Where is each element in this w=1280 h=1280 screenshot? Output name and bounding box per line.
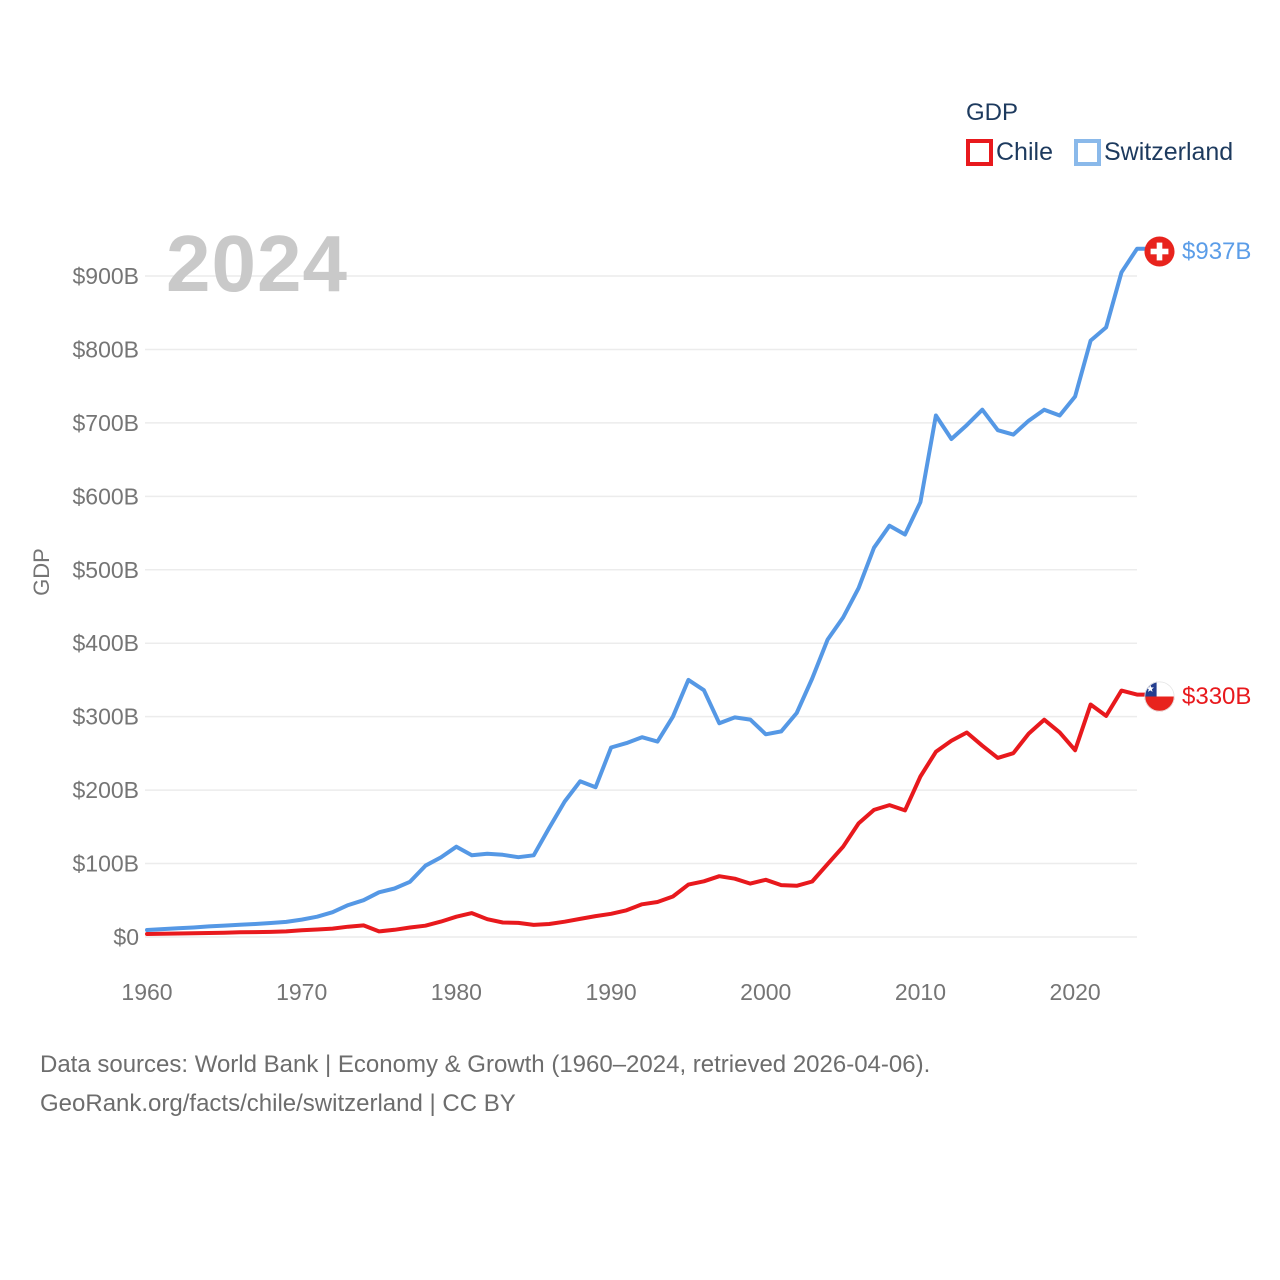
series-line-switzerland [145, 246, 1148, 932]
end-label-chile: $330B [1144, 681, 1251, 712]
end-value-chile: $330B [1182, 682, 1252, 710]
y-tick-label: $500B [72, 557, 139, 583]
y-axis-title: GDP [29, 548, 54, 596]
legend-items: Chile Switzerland [966, 138, 1233, 167]
y-tick-label: $800B [72, 336, 139, 362]
end-value-switzerland: $937B [1182, 237, 1252, 265]
x-tick-label: 1980 [431, 979, 482, 1005]
series-line-chile [145, 688, 1148, 936]
switzerland-swatch-icon [1073, 139, 1101, 166]
x-tick-label: 2020 [1050, 979, 1101, 1005]
y-tick-label: $900B [72, 263, 139, 289]
y-tick-label: $600B [72, 483, 139, 509]
chile-flag-icon [1144, 681, 1175, 712]
end-label-switzerland: $937B [1144, 236, 1251, 267]
legend: GDP Chile Switzerland [966, 99, 1233, 167]
legend-item-switzerland[interactable]: Switzerland [1073, 138, 1234, 167]
legend-title: GDP [966, 99, 1019, 126]
x-tick-label: 1960 [121, 979, 172, 1005]
footer-attribution-line: GeoRank.org/facts/chile/switzerland | CC… [40, 1090, 516, 1117]
legend-item-chile[interactable]: Chile [966, 138, 1053, 167]
y-tick-label: $100B [72, 851, 139, 877]
y-tick-label: $300B [72, 704, 139, 730]
footer-sources-line: Data sources: World Bank | Economy & Gro… [40, 1051, 931, 1078]
year-watermark: 2024 [166, 219, 348, 308]
x-tick-label: 1990 [585, 979, 636, 1005]
x-tick-label: 2000 [740, 979, 791, 1005]
x-tick-label: 1970 [276, 979, 327, 1005]
x-tick-label: 2010 [895, 979, 946, 1005]
y-tick-label: $200B [72, 777, 139, 803]
legend-label-chile: Chile [996, 138, 1053, 166]
legend-label-switzerland: Switzerland [1103, 138, 1234, 166]
chile-swatch-icon [966, 139, 993, 166]
switzerland-flag-icon [1144, 236, 1175, 267]
footer: Data sources: World Bank | Economy & Gro… [40, 1045, 930, 1123]
y-tick-label: $0 [113, 924, 139, 950]
y-tick-label: $400B [72, 630, 139, 656]
y-tick-label: $700B [72, 410, 139, 436]
